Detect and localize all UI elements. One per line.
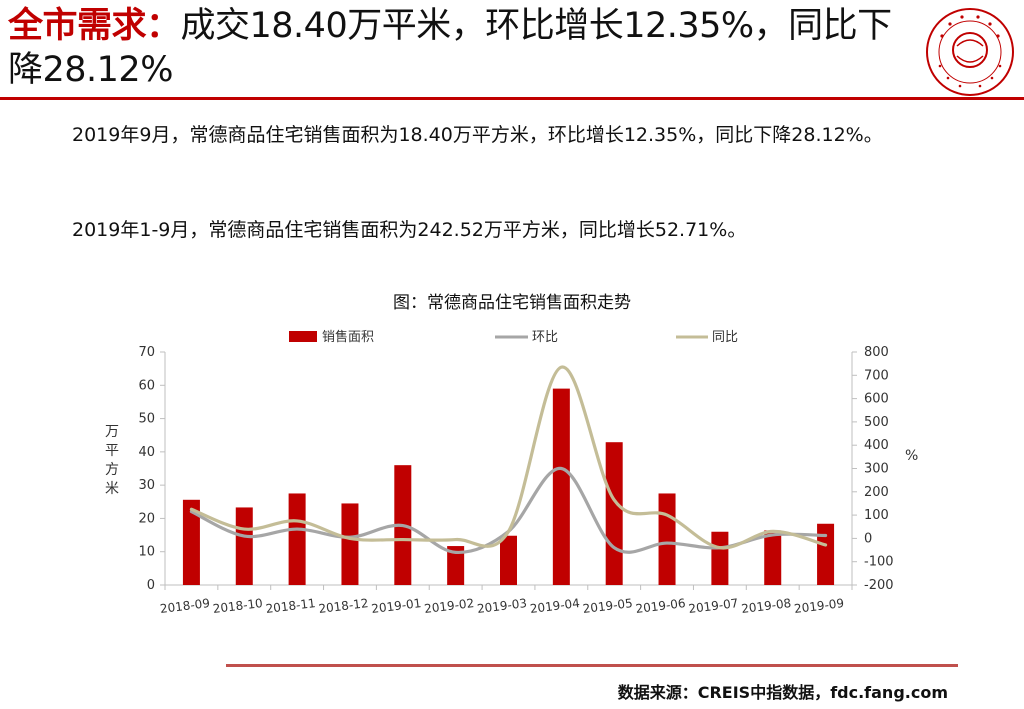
headline: 全市需求：成交18.40万平米，环比增长12.35%，同比下降28.12% — [8, 4, 898, 92]
y-tick-label: 0 — [147, 578, 155, 593]
y2-tick-label: 800 — [864, 345, 889, 360]
legend-label: 同比 — [712, 330, 738, 345]
x-tick-label: 2019-08 — [741, 596, 792, 616]
x-tick-label: 2019-09 — [793, 596, 844, 616]
x-tick-label: 2019-01 — [371, 596, 422, 616]
y2-tick-label: 200 — [864, 485, 889, 500]
x-tick-label: 2019-07 — [688, 596, 739, 616]
x-tick-label: 2019-02 — [423, 596, 474, 616]
header-divider — [0, 97, 1024, 100]
bar-2019-04 — [552, 388, 570, 585]
y2-tick-label: 400 — [864, 438, 889, 453]
x-tick-label: 2018-09 — [159, 596, 210, 616]
summary-paragraph-1: 2019年9月，常德商品住宅销售面积为18.40万平方米，环比增长12.35%，… — [72, 124, 883, 146]
y2-tick-label: -200 — [864, 578, 894, 593]
bar-2018-10 — [235, 507, 253, 585]
y2-tick-label: 700 — [864, 368, 889, 383]
bar-2019-08 — [764, 530, 782, 585]
x-tick-label: 2018-11 — [265, 596, 316, 616]
bar-2018-12 — [341, 503, 359, 585]
bar-2019-05 — [605, 442, 623, 585]
bar-2019-02 — [447, 546, 465, 585]
x-tick-label: 2019-05 — [582, 596, 633, 616]
y2-axis-label: % — [905, 448, 918, 464]
data-source: 数据来源：CREIS中指数据，fdc.fang.com — [617, 683, 948, 702]
bar-2019-03 — [500, 535, 517, 585]
headline-highlight: 全市需求： — [8, 6, 181, 46]
x-tick-label: 2019-04 — [529, 596, 580, 616]
legend-label: 环比 — [532, 330, 558, 345]
y-tick-label: 20 — [138, 511, 155, 526]
y2-tick-label: 0 — [864, 531, 872, 546]
x-tick-label: 2019-06 — [635, 596, 686, 616]
footer-divider — [226, 664, 958, 667]
y-tick-label: 60 — [138, 378, 155, 393]
summary-paragraph-2: 2019年1-9月，常德商品住宅销售面积为242.52万平方米，同比增长52.7… — [72, 219, 747, 241]
y-tick-label: 30 — [138, 478, 155, 493]
bar-2018-11 — [288, 493, 306, 585]
line-series-同比 — [189, 365, 828, 550]
y-tick-label: 50 — [138, 412, 155, 427]
x-tick-label: 2018-10 — [212, 596, 263, 616]
y2-tick-label: 100 — [864, 508, 889, 523]
y-tick-label: 70 — [138, 345, 155, 360]
y-axis-label: 万平方米 — [105, 424, 119, 497]
legend-swatch-bar — [289, 331, 317, 342]
x-tick-label: 2019-03 — [476, 596, 527, 616]
headline-text: 成交18.40万平米，环比增长12.35%，同比下降28.12% — [8, 6, 892, 90]
y2-tick-label: 300 — [864, 462, 889, 477]
chart-title: 图：常德商品住宅销售面积走势 — [393, 293, 631, 313]
x-tick-label: 2018-12 — [318, 596, 369, 616]
bar-2018-09 — [182, 499, 200, 585]
legend-label: 销售面积 — [322, 329, 374, 345]
bar-2019-07 — [711, 531, 729, 585]
bar-2019-09 — [817, 523, 835, 585]
y-tick-label: 10 — [138, 545, 155, 560]
y2-tick-label: 600 — [864, 392, 889, 407]
y-tick-label: 40 — [138, 445, 155, 460]
bar-2019-06 — [658, 493, 676, 585]
y2-tick-label: -100 — [864, 555, 894, 570]
china-index-academy-seal-icon — [926, 8, 1014, 96]
y2-tick-label: 500 — [864, 415, 889, 430]
